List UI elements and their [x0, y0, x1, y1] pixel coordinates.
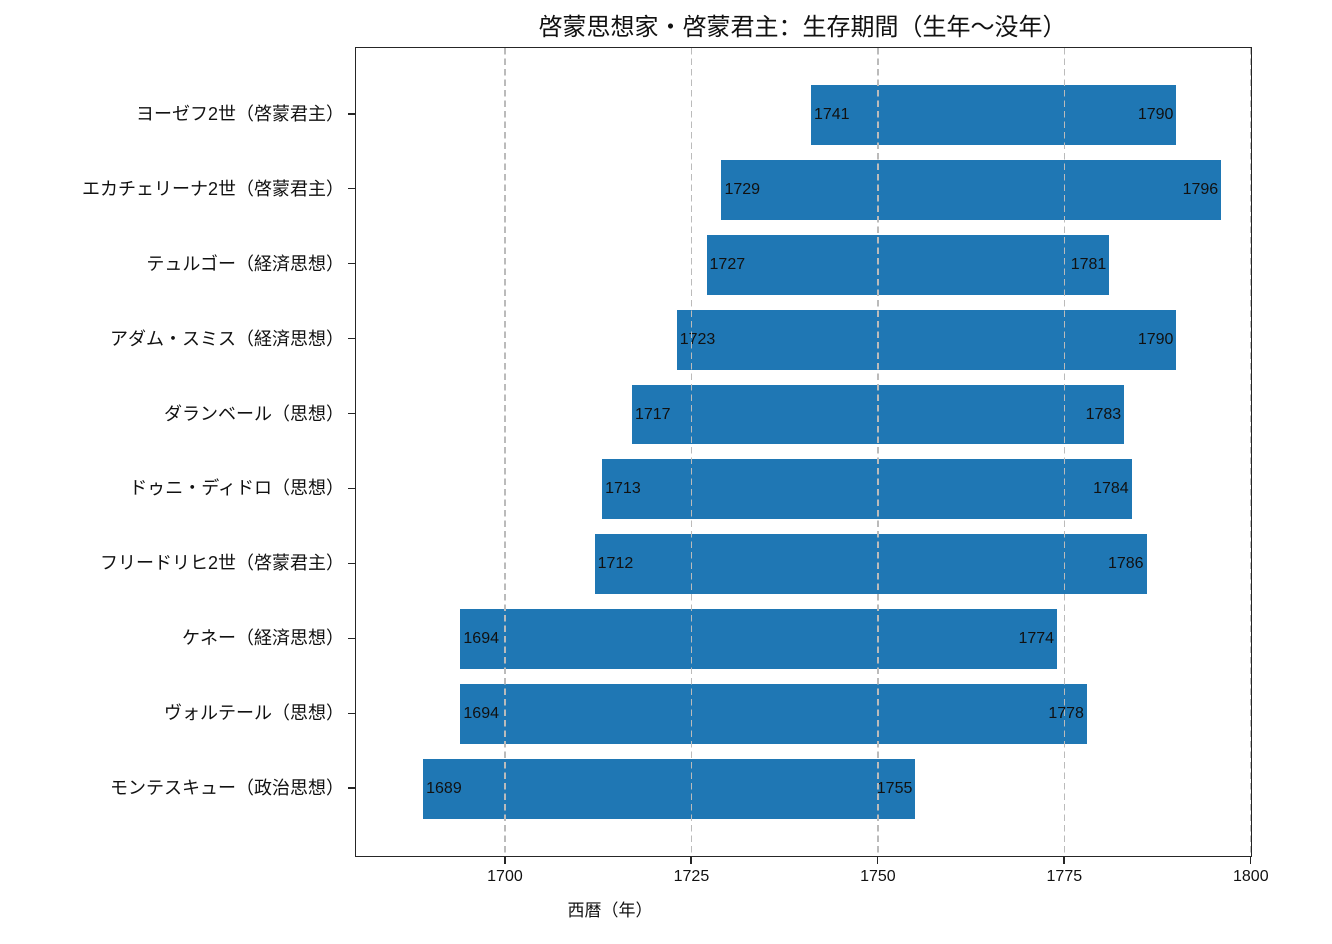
- x-tick-label-1700: 1700: [487, 868, 523, 885]
- death-year-label: 1790: [1137, 105, 1174, 123]
- category-label: アダム・スミス（経済思想）: [110, 328, 344, 349]
- x-tick-label-1725: 1725: [673, 868, 710, 885]
- birth-year-label: 1717: [634, 405, 671, 423]
- y-tick-mark: [348, 412, 355, 415]
- gridline-1700: [504, 48, 506, 856]
- category-label: テュルゴー（経済思想）: [146, 253, 344, 274]
- chart-title: 啓蒙思想家・啓蒙君主：生存期間（生年〜没年）: [538, 14, 1067, 41]
- birth-year-label: 1712: [597, 555, 634, 573]
- birth-year-label: 1694: [463, 705, 499, 723]
- category-label: モンテスキュー（政治思想）: [110, 778, 344, 799]
- x-axis-label: 西暦（年）: [567, 901, 653, 920]
- death-year-label: 1774: [1018, 630, 1055, 648]
- birth-year-label: 1694: [463, 630, 499, 648]
- x-tick-label-1800: 1800: [1233, 868, 1269, 885]
- y-tick-mark: [348, 562, 355, 565]
- lifespan-bar: 1694 1778: [460, 684, 1087, 745]
- lifespan-bar: 1741 1790: [810, 84, 1177, 145]
- death-year-label: 1786: [1107, 555, 1144, 573]
- gridline-1800: [1250, 48, 1251, 856]
- x-tick-mark-1800: [1249, 856, 1252, 864]
- x-tick-label-1775: 1775: [1046, 868, 1083, 885]
- birth-year-label: 1689: [426, 780, 462, 798]
- gridline-1725: [690, 48, 693, 856]
- y-tick-mark: [348, 712, 355, 715]
- category-label: ダランベール（思想）: [164, 403, 344, 424]
- lifespan-bar: 1689 1755: [423, 759, 916, 820]
- y-tick-mark: [348, 637, 355, 640]
- death-year-label: 1755: [876, 780, 913, 798]
- category-label: ヴォルテール（思想）: [164, 703, 344, 724]
- lifespan-bar: 1712 1786: [594, 534, 1147, 595]
- birth-year-label: 1727: [709, 255, 746, 273]
- y-tick-mark: [348, 787, 355, 790]
- x-tick-label-1750: 1750: [860, 868, 896, 885]
- death-year-label: 1783: [1085, 405, 1122, 423]
- birth-year-label: 1741: [813, 105, 850, 123]
- lifespan-bar: 1694 1774: [460, 609, 1058, 670]
- category-label: ヨーゼフ2世（啓蒙君主）: [135, 103, 344, 124]
- lifespan-bar: 1727 1781: [706, 234, 1110, 295]
- death-year-label: 1790: [1137, 330, 1174, 348]
- y-tick-mark: [348, 187, 355, 190]
- y-tick-mark: [348, 112, 355, 115]
- birth-year-label: 1723: [679, 330, 716, 348]
- x-tick-mark-1775: [1063, 856, 1065, 864]
- category-label: エカチェリーナ2世（啓蒙君主）: [81, 178, 344, 199]
- y-tick-mark: [348, 337, 355, 340]
- x-tick-mark-1750: [876, 856, 879, 864]
- lifespan-bar: 1723 1790: [676, 309, 1177, 370]
- gridline-1775: [1063, 48, 1066, 856]
- death-year-label: 1784: [1093, 480, 1129, 498]
- death-year-label: 1781: [1070, 255, 1107, 273]
- y-tick-mark: [348, 487, 355, 490]
- death-year-label: 1796: [1182, 180, 1219, 198]
- plot-area: 1741 1790 1729 1796 1727 1781 1723 1790 1717 1783…: [355, 47, 1252, 857]
- gridline-1750: [877, 48, 879, 856]
- birth-year-label: 1713: [605, 480, 641, 498]
- x-tick-mark-1725: [690, 856, 693, 864]
- category-label: ケネー（経済思想）: [182, 628, 344, 649]
- death-year-label: 1778: [1048, 705, 1084, 723]
- lifespan-bar: 1713 1784: [602, 459, 1132, 520]
- category-label: ドゥニ・ディドロ（思想）: [129, 478, 344, 499]
- lifespan-bar: 1729 1796: [721, 159, 1222, 220]
- y-tick-mark: [348, 262, 355, 265]
- birth-year-label: 1729: [724, 180, 761, 198]
- x-tick-mark-1700: [503, 856, 506, 864]
- category-label: フリードリヒ2世（啓蒙君主）: [99, 553, 344, 574]
